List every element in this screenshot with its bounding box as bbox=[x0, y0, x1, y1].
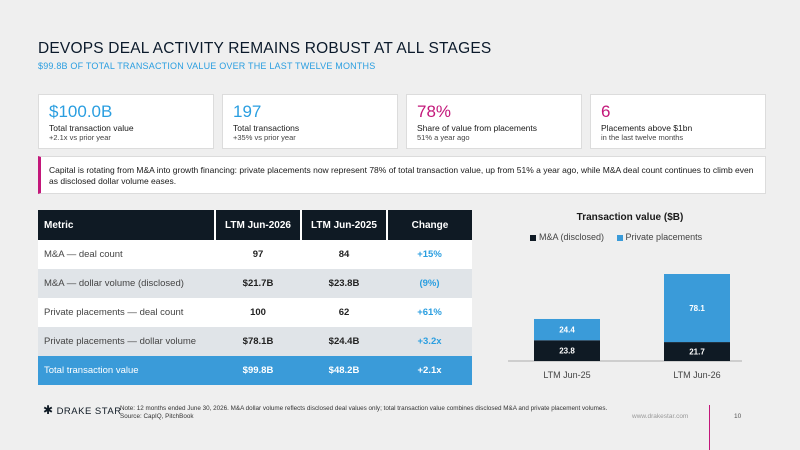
x-tick-label: LTM Jun-25 bbox=[543, 370, 590, 380]
cell-change: +61% bbox=[387, 298, 472, 327]
cell-metric: M&A — deal count bbox=[38, 240, 215, 269]
footnote-text: Note: 12 months ended June 30, 2026. M&A… bbox=[120, 405, 608, 412]
cell-change: +2.1x bbox=[387, 356, 472, 385]
cell-ltm-2025: $24.4B bbox=[301, 327, 387, 356]
page-title: DEVOPS DEAL ACTIVITY REMAINS ROBUST AT A… bbox=[38, 40, 492, 57]
bar-data-label: 78.1 bbox=[689, 304, 705, 313]
page-number: 10 bbox=[734, 413, 742, 420]
table-total-row: Total transaction value $99.8B $48.2B +2… bbox=[38, 356, 472, 385]
legend-item-placements: Private placements bbox=[616, 232, 703, 242]
chart-title: Transaction value ($B) bbox=[576, 212, 684, 223]
cell-metric: Private placements — dollar volume bbox=[38, 327, 215, 356]
table-row: M&A — dollar volume (disclosed) $21.7B $… bbox=[38, 269, 472, 298]
kpi-sub: +2.1x vs prior year bbox=[49, 133, 111, 142]
star-icon: ✱ bbox=[43, 403, 54, 417]
kpi-sub: 51% a year ago bbox=[417, 133, 470, 142]
cell-ltm-2025: 62 bbox=[301, 298, 387, 327]
legend-label: Private placements bbox=[625, 232, 703, 242]
kpi-label: Total transaction value bbox=[49, 123, 134, 133]
chart-legend: M&A (disclosed) Private placements bbox=[530, 232, 712, 242]
footer-divider bbox=[709, 405, 710, 450]
kpi-label: Share of value from placements bbox=[417, 123, 538, 133]
bar-segment-ma bbox=[664, 342, 730, 361]
cell-change: +3.2x bbox=[387, 327, 472, 356]
kpi-sub: +35% vs prior year bbox=[233, 133, 296, 142]
stacked-bar-chart: 23.8 24.4 LTM Jun-25 21.7 78.1 LTM Jun-26 bbox=[508, 274, 742, 380]
cell-ltm-2026: 100 bbox=[215, 298, 301, 327]
footnote: Note: 12 months ended June 30, 2026. M&A… bbox=[120, 405, 625, 420]
cell-change: (9%) bbox=[387, 269, 472, 298]
bar-segment-placements bbox=[534, 318, 600, 341]
kpi-value: $100.0B bbox=[49, 102, 113, 121]
kpi-label: Total transactions bbox=[233, 123, 300, 133]
source-text: Source: CapIQ, PitchBook bbox=[120, 412, 194, 420]
kpi-value: 6 bbox=[601, 102, 611, 121]
table-row: Private placements — dollar volume $78.1… bbox=[38, 327, 472, 356]
table-row: M&A — deal count 97 84 +15% bbox=[38, 240, 472, 269]
footer-url: www.drakestar.com bbox=[632, 413, 689, 420]
kpi-value: 197 bbox=[233, 102, 262, 121]
legend-item-ma: M&A (disclosed) bbox=[530, 232, 604, 242]
header-metric: Metric bbox=[38, 210, 216, 240]
kpi-card-total-value: $100.0B Total transaction value +2.1x vs… bbox=[38, 94, 214, 149]
header-ltm-2026: LTM Jun-2026 bbox=[215, 210, 302, 240]
cell-metric: M&A — dollar volume (disclosed) bbox=[38, 269, 215, 298]
bar-data-label: 23.8 bbox=[559, 347, 575, 356]
cell-ltm-2025: 84 bbox=[301, 240, 387, 269]
cell-ltm-2026: $21.7B bbox=[215, 269, 301, 298]
metrics-table: Metric LTM Jun-2026 LTM Jun-2025 Change … bbox=[38, 210, 472, 385]
cell-metric: Total transaction value bbox=[38, 356, 215, 385]
callout-box: Capital is rotating from M&A into growth… bbox=[38, 156, 766, 194]
cell-metric: Private placements — deal count bbox=[38, 298, 215, 327]
legend-swatch bbox=[616, 234, 623, 241]
cell-ltm-2025: $23.8B bbox=[301, 269, 387, 298]
header-ltm-2025: LTM Jun-2025 bbox=[301, 210, 388, 240]
kpi-card-placement-share: 78% Share of value from placements 51% a… bbox=[406, 94, 582, 149]
logo-text: DRAKE STAR bbox=[56, 406, 122, 417]
cell-ltm-2026: 97 bbox=[215, 240, 301, 269]
kpi-card-total-transactions: 197 Total transactions +35% vs prior yea… bbox=[222, 94, 398, 149]
cell-ltm-2025: $48.2B bbox=[301, 356, 387, 385]
cell-ltm-2026: $99.8B bbox=[215, 356, 301, 385]
kpi-label: Placements above $1bn bbox=[601, 123, 693, 133]
header-change: Change bbox=[387, 210, 472, 240]
page-subtitle: $99.8B OF TOTAL TRANSACTION VALUE OVER T… bbox=[38, 61, 376, 71]
table-header-row: Metric LTM Jun-2026 LTM Jun-2025 Change bbox=[38, 210, 472, 240]
table-row: Private placements — deal count 100 62 +… bbox=[38, 298, 472, 327]
legend-swatch bbox=[530, 234, 536, 241]
bar-segment-ma bbox=[534, 340, 600, 361]
kpi-card-large-placements: 6 Placements above $1bn in the last twel… bbox=[590, 94, 766, 149]
legend-label: M&A (disclosed) bbox=[539, 232, 605, 242]
bar-data-label: 21.7 bbox=[689, 348, 705, 357]
drake-star-logo: ✱ DRAKE STAR bbox=[43, 403, 122, 417]
kpi-sub: in the last twelve months bbox=[601, 133, 684, 142]
bar-segment-placements bbox=[664, 274, 730, 343]
cell-ltm-2026: $78.1B bbox=[215, 327, 301, 356]
cell-change: +15% bbox=[387, 240, 472, 269]
kpi-value: 78% bbox=[417, 102, 452, 121]
x-tick-label: LTM Jun-26 bbox=[673, 370, 720, 380]
bar-data-label: 24.4 bbox=[559, 326, 575, 335]
